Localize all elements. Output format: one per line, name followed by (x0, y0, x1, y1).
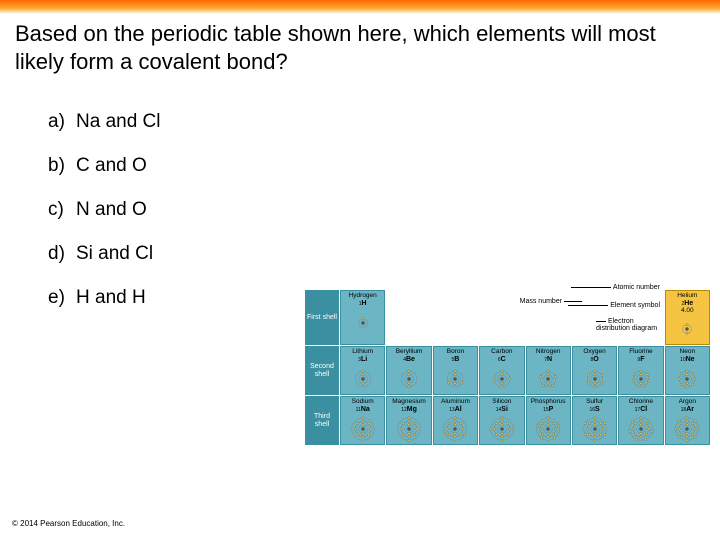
element-symbol: 1H (342, 300, 383, 308)
option-b: b)C and O (48, 155, 720, 177)
element-cell-he: Helium2He4.00 (665, 290, 710, 345)
question-text: Based on the periodic table shown here, … (0, 14, 720, 75)
electron-diagram (674, 316, 700, 342)
element-mass: 4.00 (667, 308, 708, 315)
empty-cell (618, 290, 663, 345)
element-cell-ne: Neon10Ne (665, 346, 710, 395)
empty-cell (386, 290, 431, 345)
element-symbol: 6C (481, 356, 522, 364)
option-letter: d) (48, 243, 76, 265)
element-cell-c: Carbon6C (479, 346, 524, 395)
shell-row-label: First shell (305, 290, 339, 345)
option-text: Si and Cl (76, 243, 153, 265)
top-gradient-bar (0, 0, 720, 14)
option-letter: c) (48, 199, 76, 221)
electron-diagram (396, 366, 422, 392)
periodic-table: Atomic number Element symbol Mass number… (305, 290, 710, 445)
element-cell-al: Aluminum13Al (433, 396, 478, 445)
option-letter: e) (48, 287, 76, 309)
option-c: c)N and O (48, 199, 720, 221)
element-cell-o: Oxygen8O (572, 346, 617, 395)
element-symbol: 3Li (342, 356, 383, 364)
options-list: a)Na and Cl b)C and O c)N and O d)Si and… (48, 111, 720, 309)
element-cell-li: Lithium3Li (340, 346, 385, 395)
electron-diagram (350, 310, 376, 336)
empty-cell (572, 290, 617, 345)
element-symbol: 5B (435, 356, 476, 364)
element-symbol: 16S (574, 406, 615, 414)
element-cell-h: Hydrogen1H (340, 290, 385, 345)
electron-diagram (582, 416, 608, 442)
electron-diagram (628, 416, 654, 442)
option-text: H and H (76, 287, 146, 309)
empty-cell (479, 290, 524, 345)
option-letter: b) (48, 155, 76, 177)
element-symbol: 15P (528, 406, 569, 414)
element-symbol: 9F (620, 356, 661, 364)
element-cell-n: Nitrogen7N (526, 346, 571, 395)
electron-diagram (489, 366, 515, 392)
electron-diagram (674, 366, 700, 392)
element-cell-na: Sodium11Na (340, 396, 385, 445)
shell-row-label: Second shell (305, 346, 339, 395)
element-cell-p: Phosphorus15P (526, 396, 571, 445)
option-text: Na and Cl (76, 111, 161, 133)
electron-diagram (535, 366, 561, 392)
element-symbol: 10Ne (667, 356, 708, 364)
element-symbol: 8O (574, 356, 615, 364)
element-cell-f: Fluorine9F (618, 346, 663, 395)
element-name: Phosphorus (528, 399, 569, 406)
element-symbol: 11Na (342, 406, 383, 414)
element-symbol: 4Be (388, 356, 429, 364)
element-cell-ar: Argon18Ar (665, 396, 710, 445)
element-cell-mg: Magnesium12Mg (386, 396, 431, 445)
electron-diagram (535, 416, 561, 442)
element-symbol: 17Cl (620, 406, 661, 414)
electron-diagram (442, 416, 468, 442)
shell-row-label: Third shell (305, 396, 339, 445)
element-cell-cl: Chlorine17Cl (618, 396, 663, 445)
element-symbol: 7N (528, 356, 569, 364)
copyright-text: © 2014 Pearson Education, Inc. (12, 519, 125, 528)
electron-diagram (350, 366, 376, 392)
option-text: N and O (76, 199, 147, 221)
electron-diagram (396, 416, 422, 442)
option-a: a)Na and Cl (48, 111, 720, 133)
element-cell-be: Beryllium4Be (386, 346, 431, 395)
option-letter: a) (48, 111, 76, 133)
element-name: Magnesium (388, 399, 429, 406)
element-symbol: 12Mg (388, 406, 429, 414)
option-d: d)Si and Cl (48, 243, 720, 265)
electron-diagram (442, 366, 468, 392)
electron-diagram (489, 416, 515, 442)
empty-cell (526, 290, 571, 345)
element-symbol: 18Ar (667, 406, 708, 414)
element-cell-si: Silicon14Si (479, 396, 524, 445)
option-text: C and O (76, 155, 147, 177)
element-symbol: 13Al (435, 406, 476, 414)
electron-diagram (582, 366, 608, 392)
electron-diagram (350, 416, 376, 442)
electron-diagram (674, 416, 700, 442)
element-cell-s: Sulfur16S (572, 396, 617, 445)
element-symbol: 14Si (481, 406, 522, 414)
element-cell-b: Boron5B (433, 346, 478, 395)
empty-cell (433, 290, 478, 345)
electron-diagram (628, 366, 654, 392)
